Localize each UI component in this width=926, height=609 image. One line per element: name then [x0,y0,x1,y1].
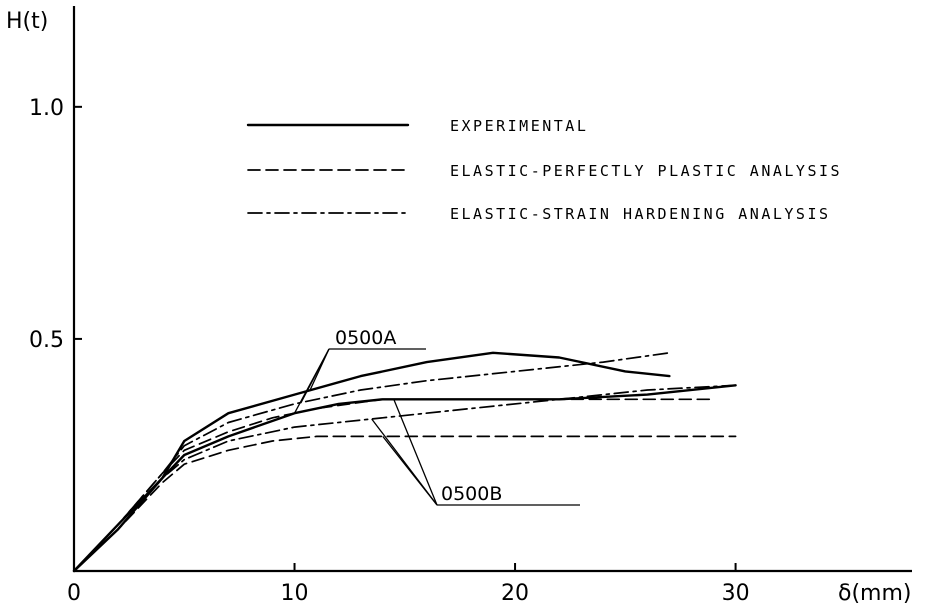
legend-label-dashed: ELASTIC-PERFECTLY PLASTIC ANALYSIS [450,162,842,180]
x-axis-title: δ(mm) [838,581,912,606]
annotation-layer: 0500A 0500B [295,327,580,505]
axes: 0 10 20 30 0.5 1.0 δ(mm) H(t) [6,6,912,606]
series-0500b-solid [74,385,736,571]
y-tick-label: 1.0 [29,96,64,121]
series-0500b-dashed [74,436,736,571]
y-axis-title: H(t) [6,9,48,34]
x-tick-label: 10 [281,581,309,606]
x-tick-label: 20 [501,581,529,606]
annotation-0500b-leader [383,436,437,505]
legend-label-dashdot: ELASTIC-STRAIN HARDENING ANALYSIS [450,205,831,223]
x-tick-label: 0 [67,581,81,606]
annotation-0500b-leader [394,399,437,505]
y-tick-label: 0.5 [29,328,64,353]
annotation-0500b: 0500B [441,483,502,505]
legend-label-solid: EXPERIMENTAL [450,117,588,135]
series-0500a-dashdot [74,353,669,571]
series-0500b-dashdot [74,385,736,571]
series-0500a-solid [74,353,669,571]
annotation-0500a-leader [295,349,329,413]
x-tick-label: 30 [722,581,750,606]
annotation-0500a: 0500A [335,327,396,349]
series-0500a-dashed [74,399,714,571]
legend: EXPERIMENTAL ELASTIC-PERFECTLY PLASTIC AN… [248,117,842,223]
